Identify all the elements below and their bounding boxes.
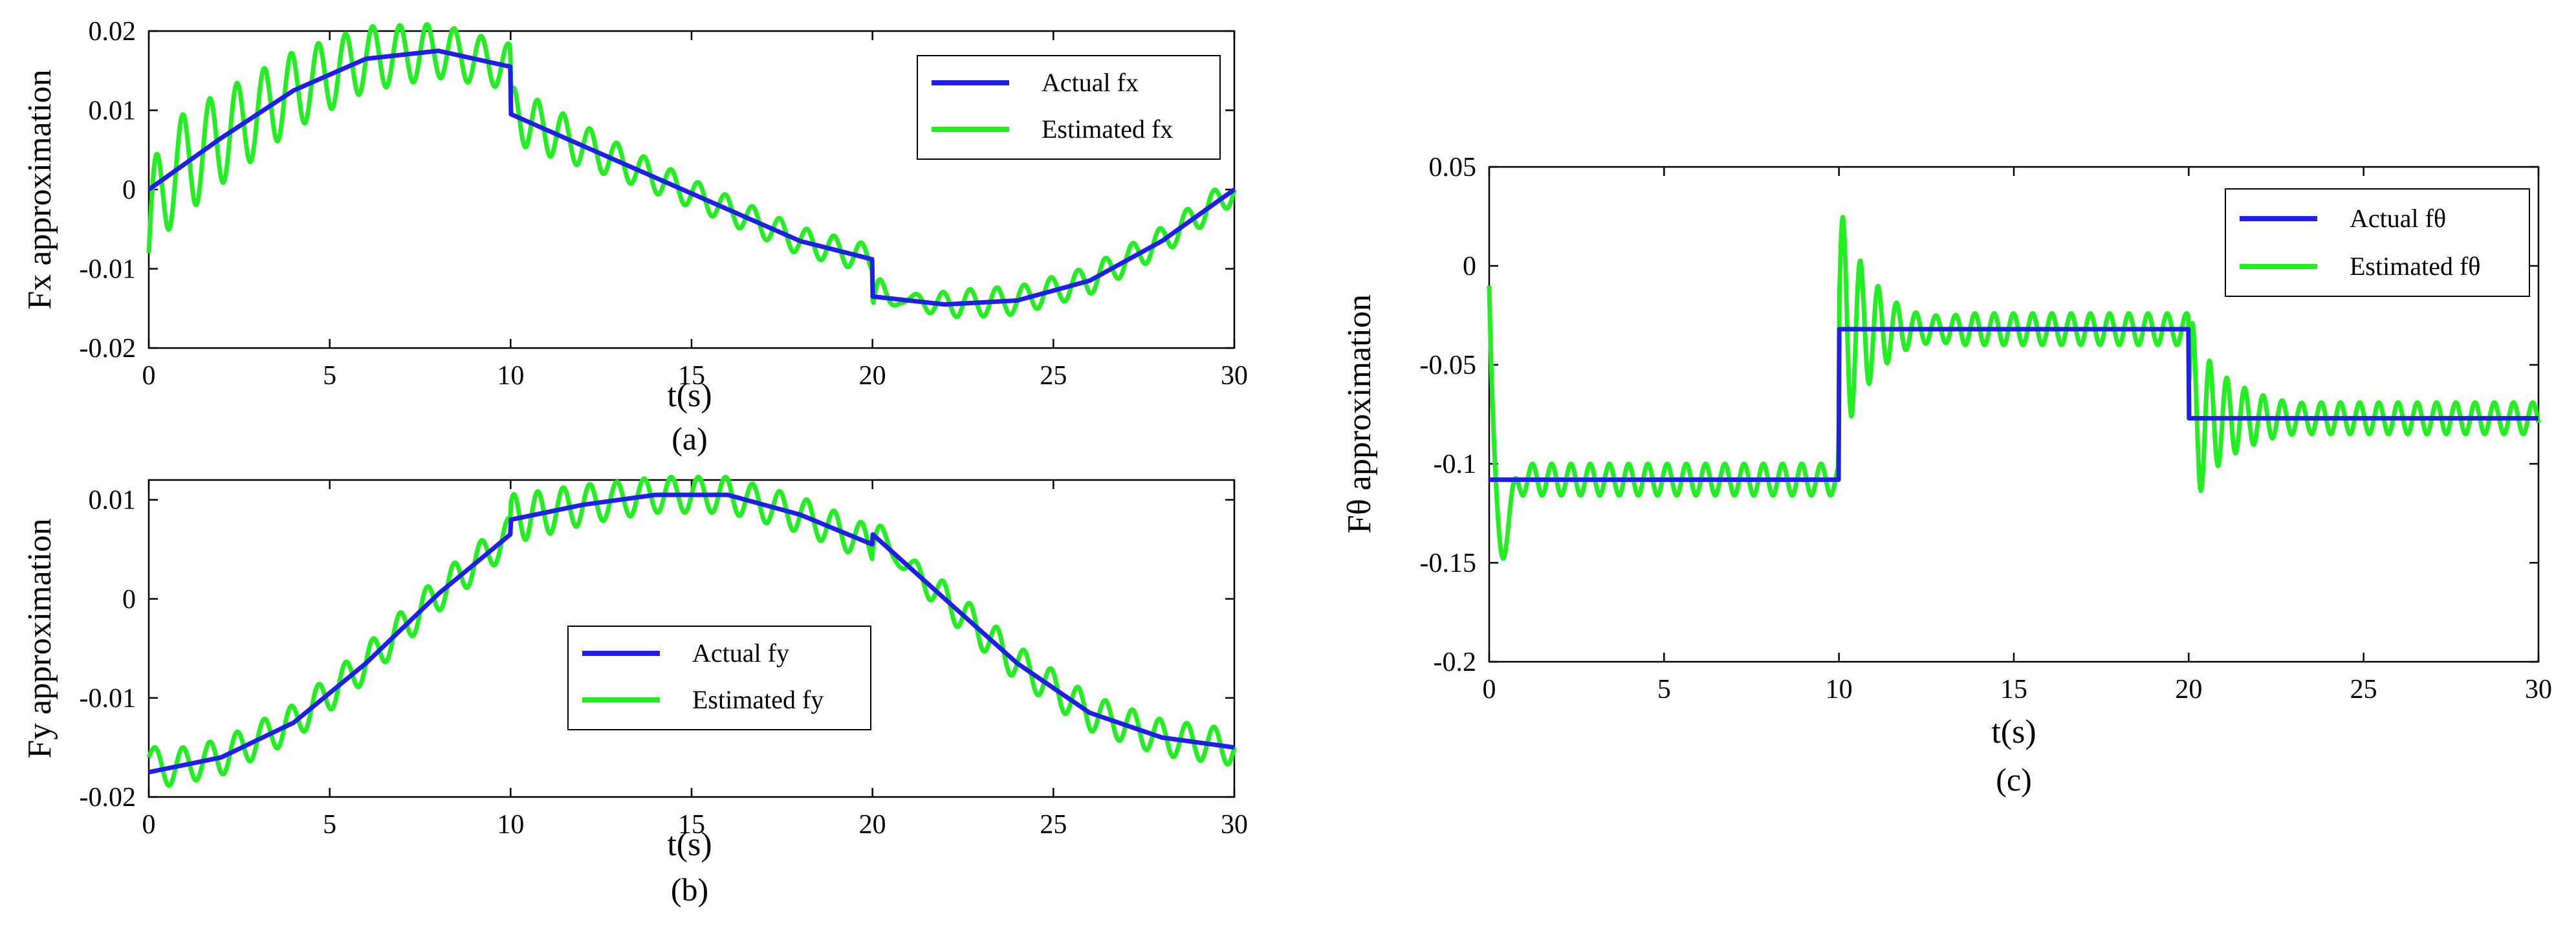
y-tick-label: -0.01 [80,684,136,714]
x-tick-label: 20 [859,361,886,391]
x-tick-label: 15 [678,361,705,391]
x-axis-label-a: t(s) [667,377,712,414]
series-line-actual-b [148,492,1235,775]
x-tick-label: 0 [1483,675,1496,704]
x-tick-label: 15 [678,810,705,840]
y-axis-label-b: Fy approximation [21,518,58,758]
y-tick-label: 0.02 [89,17,136,47]
x-tick-label: 25 [1040,810,1067,840]
legend-label-estimated-b: Estimated fy [692,685,824,714]
legend-box-b [567,626,871,730]
y-tick-label: -0.01 [80,255,136,285]
x-tick-label: 15 [2000,675,2027,704]
caption-a: (a) [671,420,708,457]
x-tick-label: 30 [2525,675,2552,704]
y-tick-label: -0.02 [80,334,136,364]
x-tick-label: 10 [497,361,524,391]
legend-c: Actual fθ Estimated fθ [2225,188,2530,297]
x-tick-label: 0 [142,361,156,391]
series-group-b [146,474,1237,788]
y-tick-label: -0.15 [1420,549,1477,578]
legend-b: Actual fy Estimated fy [567,626,871,730]
legend-label-actual-c: Actual fθ [2350,204,2446,233]
x-tick-label: 5 [323,361,336,391]
series-group-a [146,22,1237,320]
caption-c: (c) [1996,761,2032,798]
x-tick-label: 20 [2175,675,2202,704]
y-tick-label: 0.05 [1429,153,1477,182]
x-ticks-b: 0 5 10 15 20 25 30 [142,480,1248,840]
series-line-actual-c [1489,327,2538,482]
chart-panel-a: 0 5 10 15 20 25 30 -0.02 -0.01 0 0.01 0.02 t(s) (a… [21,17,1248,457]
x-tick-label: 10 [497,810,524,840]
legend-label-estimated-c: Estimated fθ [2350,252,2480,281]
x-axis-label-c: t(s) [1991,714,2036,750]
legend-a: Actual fx Estimated fx [917,55,1221,160]
y-ticks-c: -0.2 -0.15 -0.1 -0.05 0 0.05 [1420,153,2538,677]
series-line-actual-a [147,49,1236,307]
y-tick-label: -0.2 [1434,648,1477,677]
x-tick-label: 30 [1221,361,1248,391]
y-tick-label: -0.1 [1434,450,1477,479]
x-axis-label-b: t(s) [667,826,712,863]
x-tick-label: 10 [1826,675,1853,704]
y-tick-label: 0.01 [89,486,136,516]
series-group-c [1487,215,2541,561]
y-ticks-a: -0.02 -0.01 0 0.01 0.02 [80,17,1234,364]
x-tick-label: 0 [142,810,156,840]
y-tick-label: 0 [122,585,136,615]
x-tick-label: 5 [1657,675,1671,704]
y-axis-label-c: Fθ approximation [1341,294,1378,534]
legend-label-actual-b: Actual fy [692,638,789,668]
x-tick-label: 25 [1040,361,1067,391]
y-ticks-b: -0.02 -0.01 0 0.01 [80,486,1234,812]
legend-box-a [917,55,1221,160]
y-tick-label: -0.05 [1420,351,1477,380]
legend-label-actual-a: Actual fx [1042,68,1139,97]
y-tick-label: -0.02 [80,783,136,812]
x-tick-label: 20 [859,810,886,840]
y-axis-label-a: Fx approximation [21,69,58,309]
legend-label-estimated-a: Estimated fx [1042,115,1173,144]
y-tick-label: 0 [1463,252,1476,281]
y-tick-label: 0.01 [89,96,136,126]
y-tick-label: 0 [122,175,136,205]
series-line-estimated-c [1487,215,2541,561]
caption-b: (b) [671,871,708,908]
x-ticks-a: 0 5 10 15 20 25 30 [142,31,1248,391]
legend-box-c [2225,188,2530,297]
chart-panel-b: 0 5 10 15 20 25 30 -0.02 -0.01 0 0.01 t(s) (b) Fy… [21,474,1248,908]
x-tick-label: 5 [323,810,336,840]
x-tick-label: 30 [1221,810,1248,840]
x-ticks-c: 0 5 10 15 20 25 30 [1483,167,2552,704]
x-tick-label: 25 [2350,675,2377,704]
chart-panel-c: 0 5 10 15 20 25 30 -0.2 -0.15 -0.1 -0.05 0 0.05 t(s… [1341,153,2552,798]
